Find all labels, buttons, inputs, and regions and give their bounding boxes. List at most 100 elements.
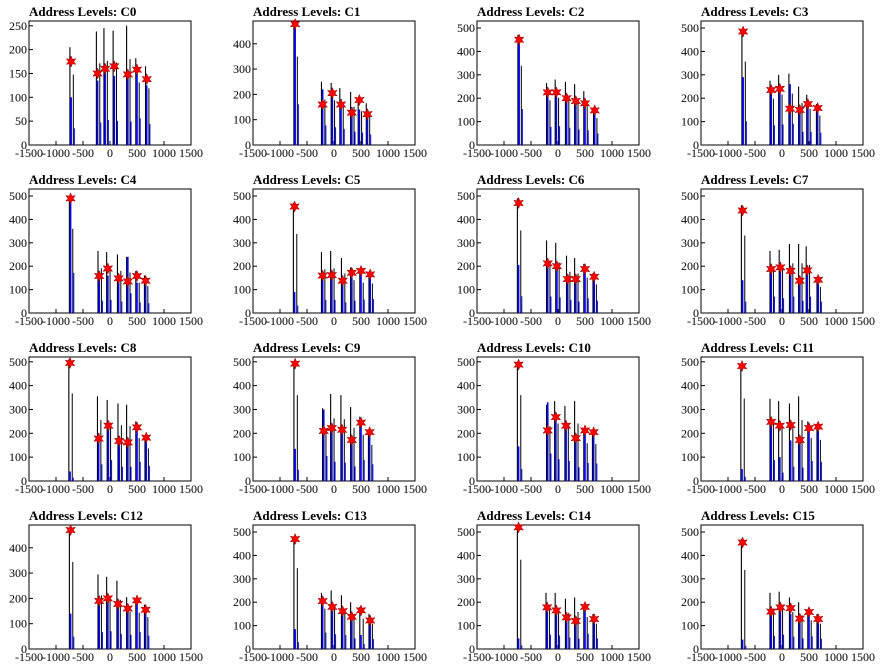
y-tick-label: 500 xyxy=(233,189,251,203)
x-tick-label: -1500 xyxy=(687,650,715,664)
x-tick-label: 500 xyxy=(128,482,146,496)
red-star-marker xyxy=(364,614,376,627)
red-star-marker xyxy=(785,601,796,615)
red-star-marker xyxy=(336,423,348,436)
red-star-marker xyxy=(513,33,525,46)
red-star-marker xyxy=(289,17,301,31)
red-star-marker xyxy=(513,358,524,371)
x-tick-label: -500 xyxy=(520,650,542,664)
x-tick-label: 0 xyxy=(331,650,337,664)
chart-svg-c11: Address Levels: C11 0 100 200 300 400 500 -1500… xyxy=(681,340,875,496)
red-star-marker xyxy=(589,104,601,117)
chart-svg-c9: Address Levels: C90100200300400500-1500-… xyxy=(233,340,427,496)
chart-svg-c13: Address Levels: C13 0 100 200 300 400 500 -1500… xyxy=(233,508,427,664)
y-tick-label: 200 xyxy=(233,259,251,273)
y-tick-label: 100 xyxy=(457,115,475,129)
chart-title: Address Levels: C13 xyxy=(253,508,367,523)
y-tick-label: 100 xyxy=(9,90,27,104)
y-tick-label: 200 xyxy=(681,259,699,273)
y-tick-label: 500 xyxy=(9,355,27,369)
y-tick-label: 200 xyxy=(457,259,475,273)
chart-title: Address Levels: C11 xyxy=(701,340,814,355)
y-tick-label: 100 xyxy=(233,113,251,127)
x-tick-label: -500 xyxy=(72,146,94,160)
x-tick-label: -500 xyxy=(520,146,542,160)
x-tick-label: -1000 xyxy=(714,650,742,664)
x-tick-label: 1500 xyxy=(179,482,203,496)
red-star-marker xyxy=(131,63,143,76)
plot-frame xyxy=(28,20,192,146)
red-star-marker xyxy=(794,274,806,287)
x-tick-label: -1000 xyxy=(490,482,518,496)
y-tick-label: 400 xyxy=(233,37,251,51)
x-tick-label: 0 xyxy=(331,146,337,160)
y-tick-label: 200 xyxy=(233,87,251,101)
x-tick-label: 0 xyxy=(107,314,113,328)
y-tick-label: 200 xyxy=(9,591,27,605)
chart-title: Address Levels: C12 xyxy=(29,508,143,523)
red-star-marker xyxy=(122,436,134,449)
red-star-marker xyxy=(318,424,330,438)
x-tick-label: 1500 xyxy=(627,314,651,328)
chart-svg-c0: Address Levels: C0 0 50 100 150 200 250 -1500 -1… xyxy=(9,4,203,160)
red-star-marker xyxy=(513,521,524,534)
x-tick-label: -500 xyxy=(744,146,766,160)
y-tick-label: 200 xyxy=(457,595,475,609)
x-tick-label: -1500 xyxy=(463,314,491,328)
plot-frame xyxy=(700,188,864,314)
y-tick-label: 0 xyxy=(21,474,27,488)
x-tick-label: 500 xyxy=(800,146,818,160)
x-tick-label: 1500 xyxy=(179,314,203,328)
red-star-marker xyxy=(327,600,338,614)
red-star-marker xyxy=(112,597,124,611)
x-tick-label: 0 xyxy=(107,146,113,160)
chart-title: Address Levels: C10 xyxy=(477,340,591,355)
x-tick-label: 1000 xyxy=(376,314,400,328)
x-tick-label: 500 xyxy=(576,314,594,328)
red-star-marker xyxy=(737,204,748,217)
x-tick-label: -1000 xyxy=(714,482,742,496)
chart-title: Address Levels: C5 xyxy=(253,172,361,187)
y-tick-label: 400 xyxy=(457,379,475,393)
red-star-marker xyxy=(131,594,143,607)
y-tick-label: 500 xyxy=(457,355,475,369)
y-tick-label: 300 xyxy=(457,402,475,416)
x-tick-label: 1000 xyxy=(600,650,624,664)
x-tick-label: 500 xyxy=(576,146,594,160)
x-tick-label: 500 xyxy=(800,482,818,496)
y-tick-label: 400 xyxy=(457,548,475,562)
red-star-marker xyxy=(542,86,554,99)
chart-panel-c12: Address Levels: C12 0 100 200 300 400 -1500 -10… xyxy=(0,504,224,672)
plot-frame xyxy=(700,524,864,650)
x-tick-label: 1000 xyxy=(152,650,176,664)
chart-svg-c10: Address Levels: C10 0 100 200 300 400 500 -1500… xyxy=(457,340,651,496)
x-tick-label: -500 xyxy=(296,146,318,160)
red-star-marker xyxy=(579,97,591,110)
red-star-marker xyxy=(140,431,152,444)
y-tick-label: 300 xyxy=(9,236,27,250)
y-tick-label: 100 xyxy=(233,283,251,297)
x-tick-label: 500 xyxy=(128,146,146,160)
y-tick-label: 400 xyxy=(233,548,251,562)
y-tick-label: 200 xyxy=(9,43,27,57)
y-tick-label: 0 xyxy=(693,138,699,152)
y-tick-label: 100 xyxy=(457,450,475,464)
red-star-marker xyxy=(551,604,562,617)
y-tick-label: 100 xyxy=(9,450,27,464)
red-star-marker xyxy=(794,433,806,447)
y-tick-label: 0 xyxy=(245,642,251,656)
y-tick-label: 200 xyxy=(9,426,27,440)
x-tick-label: -1000 xyxy=(490,650,518,664)
y-tick-label: 200 xyxy=(681,595,699,609)
y-tick-label: 0 xyxy=(469,474,475,488)
red-star-marker xyxy=(570,272,582,286)
y-tick-label: 500 xyxy=(681,355,699,369)
y-tick-label: 100 xyxy=(233,619,251,633)
chart-title: Address Levels: C3 xyxy=(701,4,809,19)
y-tick-label: 400 xyxy=(233,212,251,226)
x-tick-label: -1000 xyxy=(490,146,518,160)
plot-frame xyxy=(476,524,640,650)
x-tick-label: 0 xyxy=(555,650,561,664)
red-star-marker xyxy=(93,269,105,283)
y-tick-label: 0 xyxy=(245,138,251,152)
